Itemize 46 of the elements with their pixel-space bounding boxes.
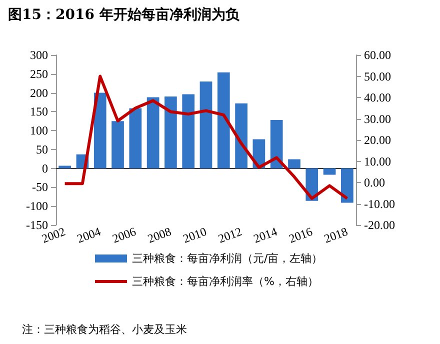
- y2-tick-label: -20.00: [364, 218, 395, 232]
- y2-tick-label: 10.00: [364, 154, 391, 168]
- x-tick-label: 2010: [181, 224, 208, 246]
- y2-tick-label: -10.00: [364, 196, 395, 211]
- bar: [164, 96, 177, 168]
- y2-tick-label: 0.00: [364, 176, 385, 190]
- y2-tick-label: 20.00: [364, 133, 391, 147]
- y-tick-label: 50: [36, 142, 48, 156]
- line-series: [63, 74, 349, 200]
- y-tick-label: 250: [30, 66, 48, 81]
- chart-title: 图15：2016 年开始每亩净利润为负: [8, 6, 240, 24]
- y-tick-label: 300: [30, 48, 48, 62]
- bar: [235, 103, 248, 168]
- bar: [200, 81, 212, 168]
- x-tick-label: 2008: [146, 224, 174, 246]
- y-tick-label: -50: [32, 180, 48, 194]
- x-tick-label: 2004: [75, 224, 103, 246]
- bar: [112, 121, 124, 168]
- x-tick-label: 2018: [322, 224, 350, 246]
- bar: [217, 72, 230, 168]
- y2-tick-label: 50.00: [364, 69, 391, 84]
- bar: [58, 166, 71, 168]
- y-tick-label: 0: [42, 161, 48, 176]
- bar: [270, 120, 283, 168]
- bar: [323, 168, 336, 175]
- x-tick-label: 2016: [286, 224, 314, 246]
- y-tick-label: -150: [26, 218, 48, 232]
- y2-tick-label: 30.00: [364, 112, 391, 126]
- x-tick-label: 2012: [216, 224, 244, 246]
- x-tick-label: 2006: [110, 224, 138, 246]
- bar: [288, 159, 300, 168]
- bar: [182, 94, 195, 168]
- y2-tick-label: 40.00: [364, 90, 391, 104]
- x-tick-label: 2014: [252, 224, 279, 246]
- y-tick-label: 150: [30, 104, 48, 119]
- bar: [129, 108, 142, 168]
- text: 注：三种粮食为稻谷、小麦及玉米: [22, 322, 187, 337]
- y-tick-label: 100: [30, 124, 48, 138]
- bar: [341, 168, 354, 203]
- y-tick-label: -100: [26, 199, 48, 214]
- bar: [146, 97, 160, 168]
- legend-label: 三种粮食：每亩净利润（元/亩，左轴）: [132, 252, 323, 265]
- y-tick-label: 200: [30, 86, 48, 100]
- legend-label: 三种粮食：每亩净利润率（%，右轴）: [132, 275, 318, 288]
- bar: [94, 92, 106, 168]
- y2-tick-label: 60.00: [364, 48, 391, 62]
